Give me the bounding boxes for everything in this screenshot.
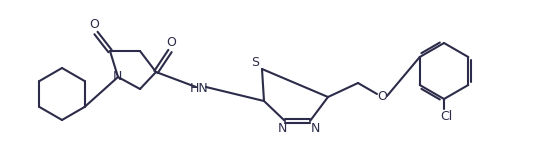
Text: N: N <box>277 121 287 135</box>
Text: O: O <box>166 37 176 49</box>
Text: N: N <box>310 121 319 135</box>
Text: S: S <box>251 56 259 69</box>
Text: O: O <box>89 18 99 31</box>
Text: HN: HN <box>190 82 208 94</box>
Text: O: O <box>377 90 387 103</box>
Text: Cl: Cl <box>440 111 452 124</box>
Text: N: N <box>112 69 122 83</box>
